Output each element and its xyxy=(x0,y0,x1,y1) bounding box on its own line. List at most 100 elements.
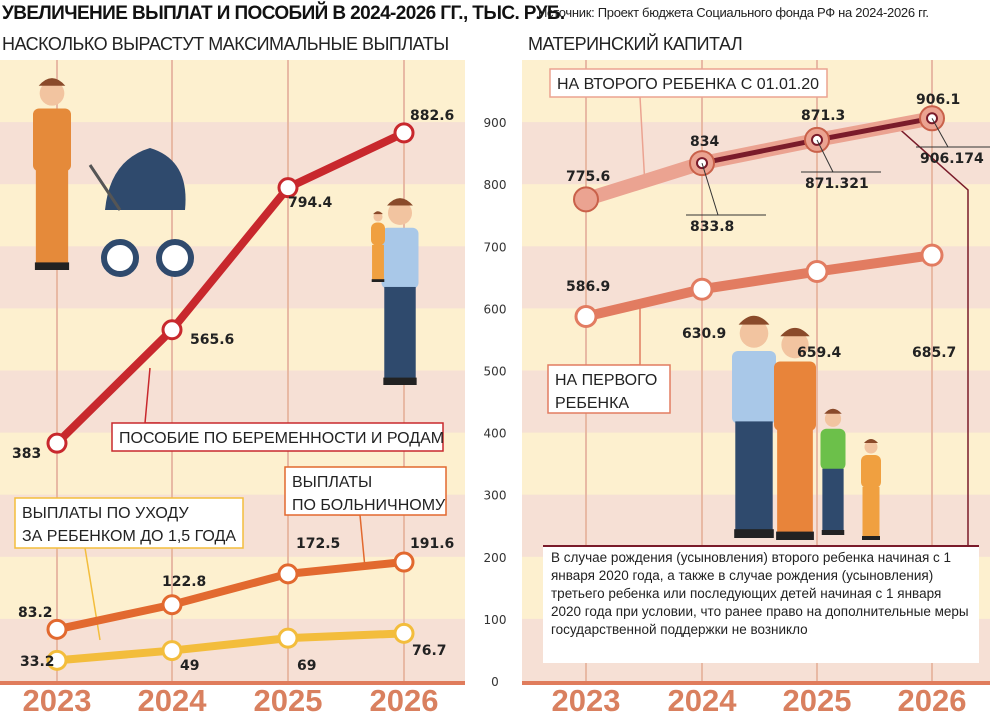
first-child-series-point xyxy=(920,243,944,267)
head xyxy=(824,410,842,427)
x-tick-label: 2024 xyxy=(138,683,208,714)
legs xyxy=(35,169,69,265)
stroller-illustration xyxy=(88,148,194,277)
stroller-wheel xyxy=(156,239,194,277)
legs xyxy=(372,244,384,280)
first-child-callout xyxy=(547,364,671,414)
data-label: 834 xyxy=(690,134,719,150)
legs xyxy=(735,421,773,532)
first-child-callout-text: НА ПЕРВОГО xyxy=(555,372,657,389)
exact-value-leader xyxy=(701,162,719,216)
data-label: 685.7 xyxy=(912,345,956,361)
data-label: 775.6 xyxy=(566,169,610,185)
maternity-series-point xyxy=(393,122,415,144)
maternity-callout xyxy=(111,422,444,452)
first-child-callout-text: РЕБЕНКА xyxy=(555,395,629,412)
sick-leave-series-point xyxy=(46,618,68,640)
hair xyxy=(738,315,770,325)
torso xyxy=(381,227,419,289)
data-label: 659.4 xyxy=(797,345,842,361)
sick-leave-callout-text: ПО БОЛЬНИЧНОМУ xyxy=(292,497,446,514)
x-tick-label: 2026 xyxy=(898,683,967,714)
page-title: УВЕЛИЧЕНИЕ ВЫПЛАТ И ПОСОБИЙ В 2024-2026 … xyxy=(2,3,565,24)
exact-data-label: 871.321 xyxy=(805,176,869,192)
y-tick-label: 0 xyxy=(491,675,499,689)
first-child-series-point xyxy=(574,305,598,329)
data-label: 191.6 xyxy=(410,536,454,552)
hair xyxy=(38,78,66,86)
sick-leave-callout xyxy=(284,466,447,516)
y-tick-label: 700 xyxy=(484,240,507,254)
right-chart-title: МАТЕРИНСКИЙ КАПИТАЛ xyxy=(528,34,743,54)
hair xyxy=(864,439,878,443)
y-tick-label: 200 xyxy=(484,551,507,565)
data-label: 882.6 xyxy=(410,108,454,124)
childcare-series-point xyxy=(277,627,299,649)
y-tick-label: 500 xyxy=(484,365,507,379)
x-tick-label: 2023 xyxy=(23,683,92,714)
shoes xyxy=(776,531,814,540)
stroller-body xyxy=(105,148,186,210)
mother-illustration xyxy=(33,78,71,270)
x-tick-label: 2025 xyxy=(783,683,852,714)
hair xyxy=(824,408,842,414)
first-child-series-line xyxy=(584,250,933,322)
data-label: 383 xyxy=(12,446,41,462)
legs xyxy=(777,428,813,534)
y-tick-label: 400 xyxy=(484,427,507,441)
legs xyxy=(862,487,880,537)
exact-data-label: 833.8 xyxy=(690,219,734,235)
exact-value-leader xyxy=(931,118,949,148)
torso xyxy=(774,361,816,431)
data-label: 794.4 xyxy=(288,195,333,211)
left-chart-title: НАСКОЛЬКО ВЫРАСТУТ МАКСИМАЛЬНЫЕ ВЫПЛАТЫ xyxy=(2,34,449,54)
torso xyxy=(371,222,385,246)
data-label: 565.6 xyxy=(190,332,234,348)
sick-leave-series-line xyxy=(56,558,405,634)
x-tick-label: 2023 xyxy=(552,683,621,714)
hair xyxy=(780,327,810,337)
legs xyxy=(822,468,844,532)
exact-data-label: 906.174 xyxy=(920,151,984,167)
shoes xyxy=(371,279,385,282)
sick-leave-series-point xyxy=(393,551,415,573)
childcare-callout xyxy=(14,497,244,549)
shoes xyxy=(862,536,880,540)
hair xyxy=(387,198,413,206)
child-illustration xyxy=(371,211,385,282)
torso xyxy=(33,108,71,172)
data-label: 33.2 xyxy=(20,654,55,670)
sick-leave-callout-text: ВЫПЛАТЫ xyxy=(292,474,372,491)
footnote-box: В случае рождения (усыновления) второго … xyxy=(543,545,979,663)
second-child-callout xyxy=(549,68,828,98)
x-axis-line xyxy=(0,681,465,685)
source-note: Источник: Проект бюджета Социального фон… xyxy=(538,5,929,20)
hair xyxy=(373,211,383,215)
childcare-series-line xyxy=(56,629,405,665)
maternity-callout-text: ПОСОБИЕ ПО БЕРЕМЕННОСТИ И РОДАМ xyxy=(119,430,444,447)
data-label: 172.5 xyxy=(296,536,340,552)
head xyxy=(387,200,413,225)
data-label: 49 xyxy=(180,658,199,674)
second-child-point xyxy=(573,186,599,213)
x-tick-label: 2026 xyxy=(370,683,439,714)
first-child-series-point xyxy=(690,277,714,301)
shoes xyxy=(34,262,70,270)
shoes xyxy=(383,377,417,385)
data-label: 586.9 xyxy=(566,279,610,295)
data-label: 871.3 xyxy=(801,108,845,124)
childcare-series-point xyxy=(46,649,68,671)
torso xyxy=(861,455,881,488)
head xyxy=(781,331,809,359)
shoes xyxy=(734,529,774,538)
data-label: 906.1 xyxy=(916,92,960,108)
woman-with-child-illustration xyxy=(381,198,419,385)
maternity-series-line xyxy=(54,129,406,447)
maternity-series-point xyxy=(46,432,68,454)
maternity-series-point xyxy=(277,177,299,199)
mother-family-illustration xyxy=(774,327,816,540)
boy-illustration xyxy=(820,408,846,535)
second-child-callout-text: НА ВТОРОГО РЕБЕНКА С 01.01.20 xyxy=(557,76,819,93)
maternity-series-point xyxy=(161,319,183,341)
